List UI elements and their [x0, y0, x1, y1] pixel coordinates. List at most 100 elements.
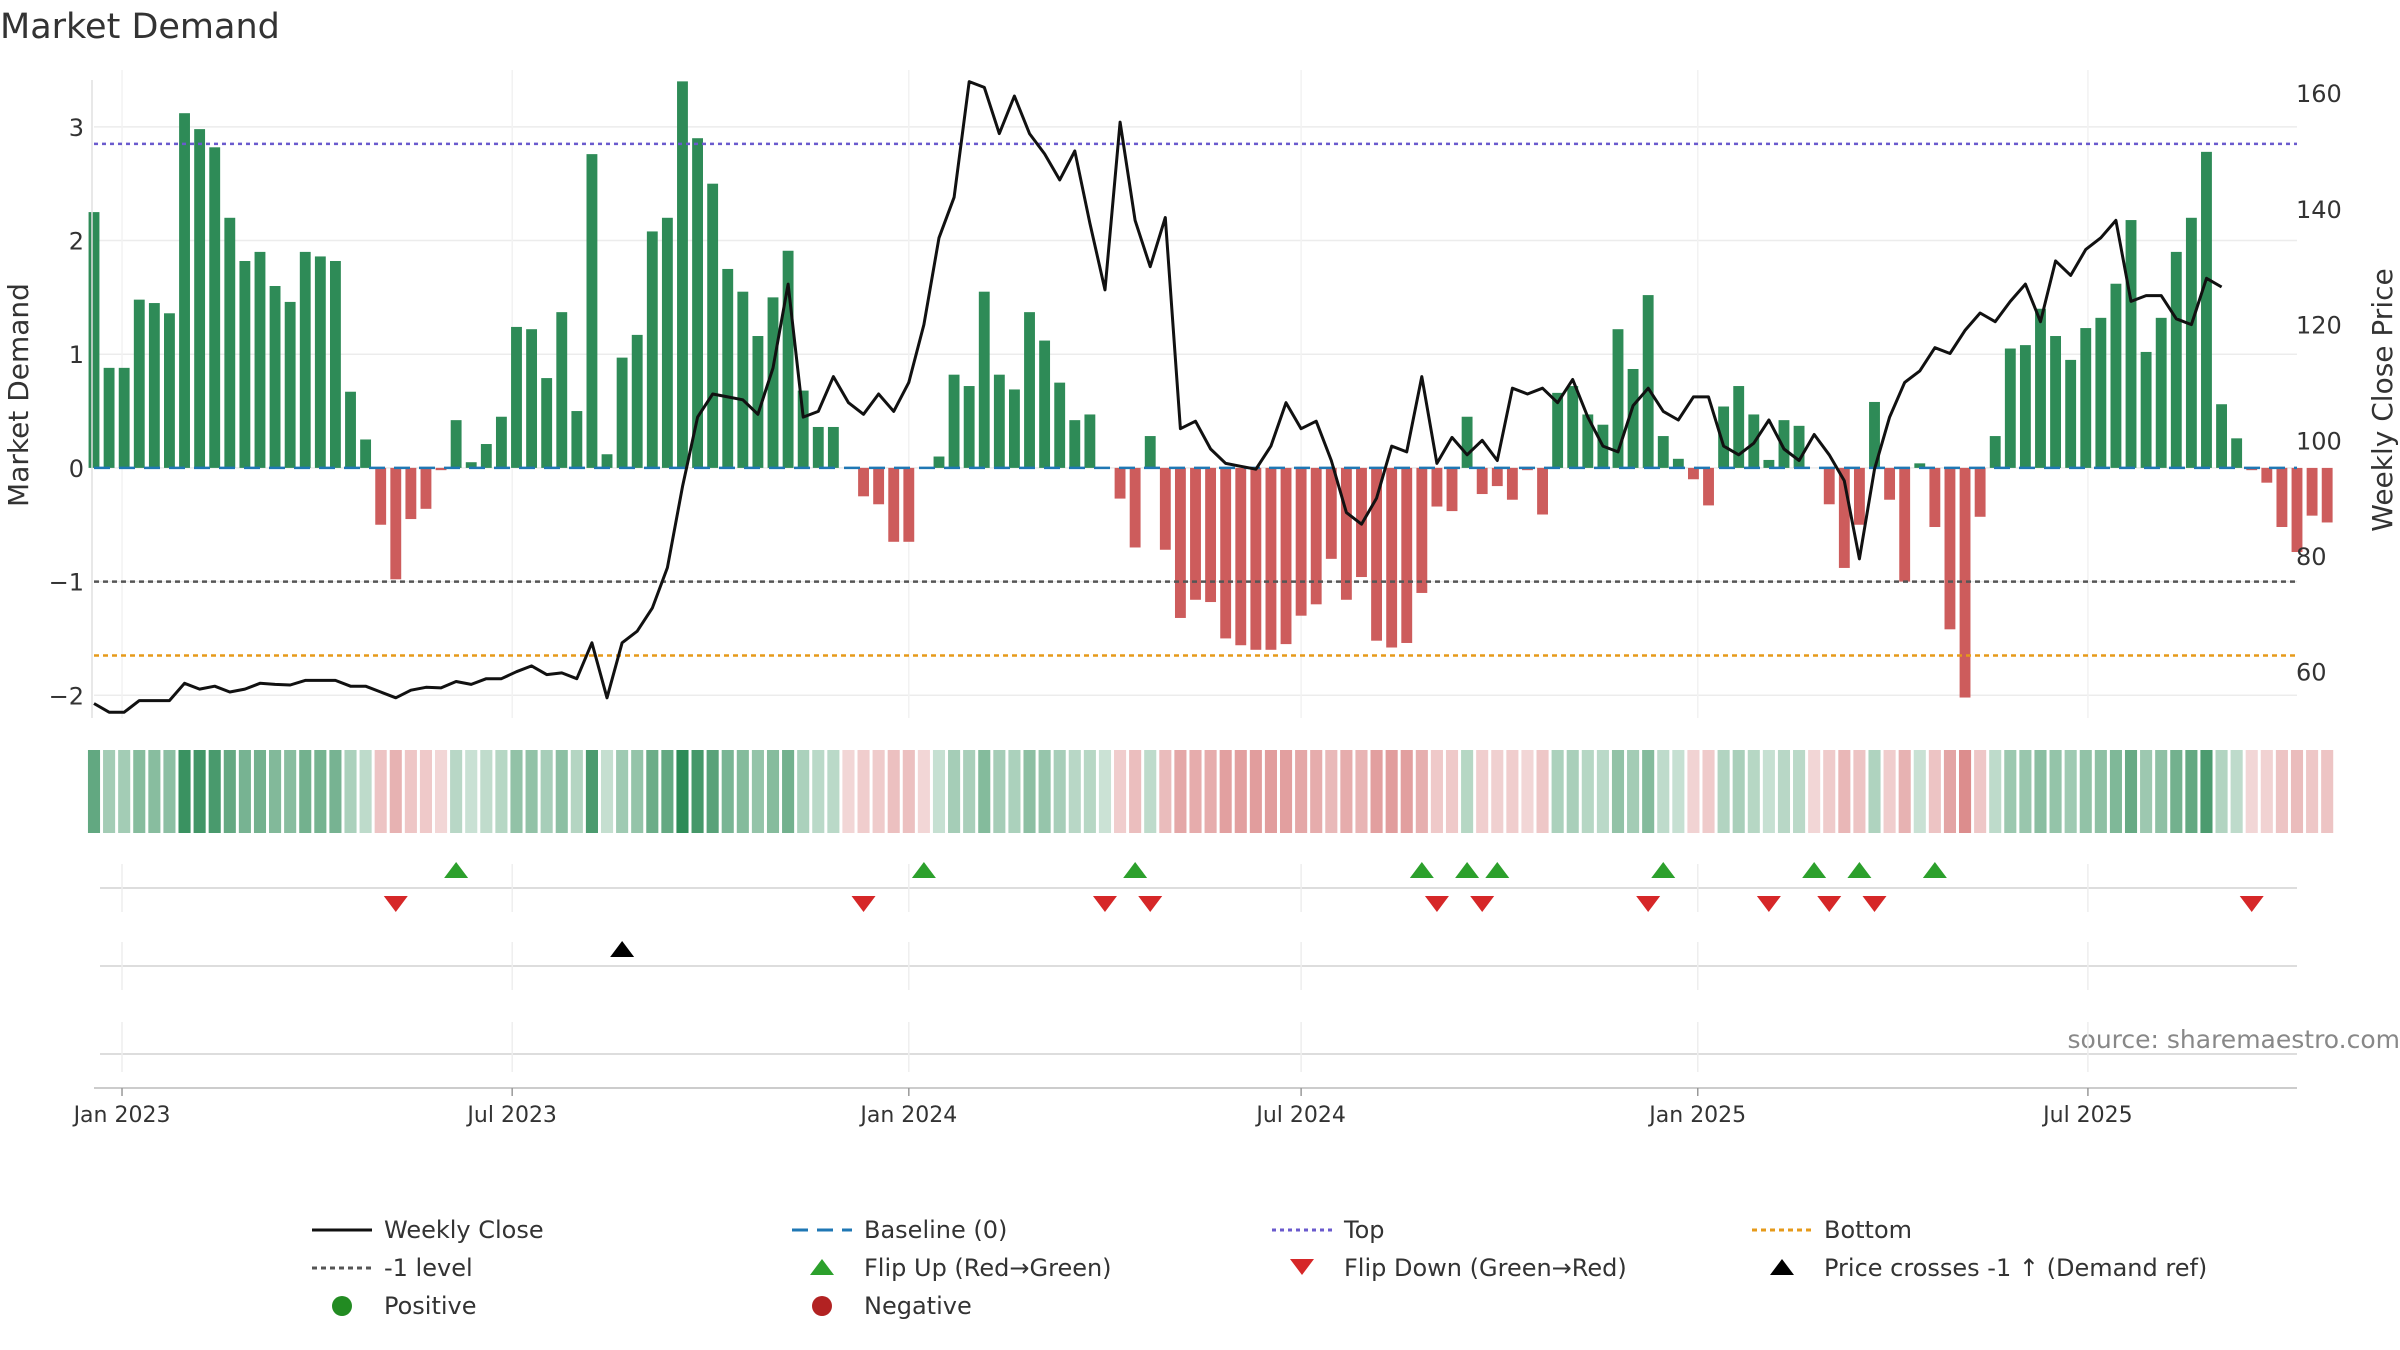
strip-cell: [465, 750, 478, 833]
negative-bar: [1446, 467, 1458, 512]
strip-cell: [1279, 750, 1293, 833]
positive-bar: [179, 113, 190, 468]
strip-cell: [450, 750, 463, 833]
strip-cell: [1898, 750, 1911, 833]
strip-cell: [1038, 750, 1051, 833]
negative-bar: [1371, 467, 1383, 641]
right-tick-label: 140: [2296, 196, 2342, 224]
legend-swatch: [1770, 1259, 1794, 1275]
strip-cell: [1491, 750, 1504, 833]
positive-bar: [722, 268, 734, 468]
strip-cell: [133, 750, 146, 833]
left-tick-label: 0: [69, 455, 84, 483]
strip-cell: [1445, 750, 1459, 833]
negative-bar: [1129, 467, 1141, 548]
negative-bar: [1190, 467, 1201, 600]
positive-bar: [118, 367, 130, 468]
strip-cell: [751, 750, 764, 833]
strip-cell: [902, 750, 915, 833]
flip-up-marker: [1922, 862, 1947, 878]
legend-label: -1 level: [384, 1254, 473, 1282]
strip-cell: [1657, 750, 1670, 833]
legend-label: Top: [1343, 1216, 1385, 1244]
strip-cell: [1430, 750, 1443, 833]
demand-heat-strip: [87, 750, 2334, 833]
positive-bar: [933, 456, 945, 468]
x-tick-label: Jan 2024: [858, 1103, 957, 1128]
positive-bar: [601, 454, 613, 468]
positive-bar: [646, 231, 658, 468]
strip-cell: [1823, 750, 1836, 833]
negative-bar: [1537, 467, 1548, 515]
positive-bar: [329, 260, 341, 468]
strip-cell: [782, 750, 795, 833]
positive-bar: [963, 386, 975, 468]
positive-bar: [1582, 414, 1594, 468]
strip-cell: [1400, 750, 1413, 833]
legend-label: Weekly Close: [384, 1216, 544, 1244]
strip-cell: [1808, 750, 1821, 833]
positive-bar: [948, 374, 960, 468]
strip-cell: [223, 750, 236, 833]
positive-bar: [1733, 386, 1745, 468]
strip-cell: [1249, 750, 1262, 833]
strip-cell: [178, 750, 191, 833]
left-tick-label: 1: [69, 341, 84, 369]
legend-label: Price crosses -1 ↑ (Demand ref): [1824, 1254, 2207, 1282]
positive-bar: [345, 391, 356, 468]
strip-cell: [570, 750, 583, 833]
positive-bar: [164, 313, 175, 468]
flip-up-marker: [1455, 862, 1480, 878]
flip-down-marker: [851, 896, 876, 912]
positive-bar: [2095, 317, 2107, 468]
negative-bar: [1853, 467, 1865, 525]
weekly-close-line: [93, 80, 2223, 714]
positive-bar: [2185, 217, 2197, 468]
strip-cell: [2321, 750, 2334, 833]
flip-up-marker: [911, 862, 936, 878]
strip-cell: [1611, 750, 1625, 833]
strip-cell: [1551, 750, 1564, 833]
flip-up-marker: [1651, 862, 1676, 878]
strip-cell: [1989, 750, 2002, 833]
strip-cell: [1883, 750, 1896, 833]
strip-cell: [978, 750, 991, 833]
strip-cell: [419, 750, 433, 833]
strip-cell: [706, 750, 719, 833]
legend-swatch: [332, 1296, 352, 1316]
right-tick-label: 60: [2296, 659, 2327, 687]
strip-cell: [1461, 750, 1474, 833]
negative-bar: [1884, 467, 1896, 500]
strip-cell: [585, 750, 598, 833]
flip-up-marker: [1847, 862, 1872, 878]
positive-bar: [2170, 251, 2182, 468]
x-tick-label: Jul 2025: [2041, 1103, 2133, 1128]
right-axis-label: Weekly Close Price: [2366, 268, 2399, 531]
negative-bar: [1386, 467, 1398, 648]
strip-cell: [1114, 750, 1127, 833]
strip-cell: [540, 750, 553, 833]
positive-bar: [1039, 340, 1051, 468]
positive-bar: [1612, 329, 1624, 468]
strip-cell: [480, 750, 493, 833]
negative-bar: [2321, 467, 2333, 523]
strip-cell: [616, 750, 629, 833]
negative-bar: [2306, 467, 2318, 516]
positive-bar: [797, 390, 809, 468]
positive-bar: [314, 256, 326, 468]
positive-bar: [1657, 436, 1669, 468]
positive-bar: [978, 291, 990, 468]
strip-cell: [1958, 750, 1972, 833]
strip-cell: [1129, 750, 1142, 833]
strip-cell: [1717, 750, 1730, 833]
strip-cell: [2004, 750, 2017, 833]
strip-cell: [1838, 750, 1851, 833]
positive-bar: [450, 420, 462, 468]
legend-swatch: [1290, 1259, 1314, 1275]
positive-bar: [2140, 351, 2152, 468]
negative-bar: [1476, 467, 1488, 495]
strip-cell: [2170, 750, 2183, 833]
flip-up-marker: [1123, 862, 1148, 878]
positive-bar: [194, 129, 206, 468]
